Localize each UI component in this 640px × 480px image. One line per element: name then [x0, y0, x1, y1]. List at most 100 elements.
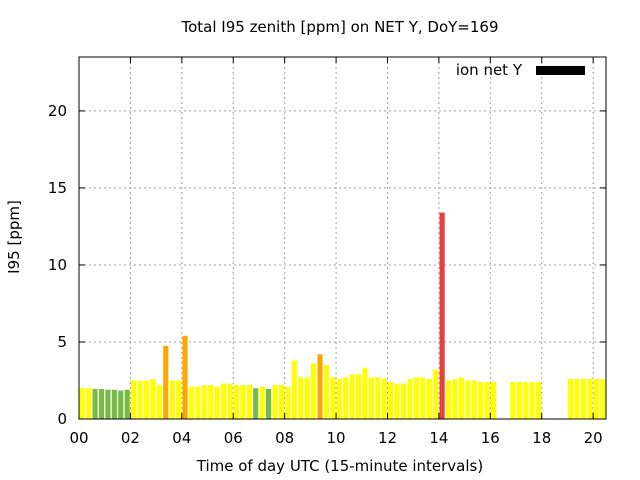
bar — [600, 378, 605, 419]
bar — [394, 383, 400, 419]
x-tick-label: 00 — [69, 429, 88, 447]
bar — [278, 385, 285, 419]
bar — [568, 378, 574, 419]
bar — [105, 389, 111, 419]
bar — [413, 377, 419, 419]
bar — [484, 382, 490, 419]
bar — [445, 380, 452, 419]
bar — [529, 382, 535, 419]
bar — [362, 368, 368, 419]
bar — [143, 380, 150, 419]
x-tick-label: 16 — [481, 429, 500, 447]
y-tick-label: 15 — [48, 179, 67, 197]
bar — [291, 360, 297, 419]
bar — [298, 377, 304, 419]
bar — [111, 389, 117, 419]
x-tick-label: 12 — [378, 429, 397, 447]
bar — [156, 385, 162, 419]
bar — [86, 388, 92, 419]
bar — [336, 378, 342, 419]
bar — [368, 377, 374, 419]
bar — [523, 382, 529, 419]
bar — [124, 389, 130, 419]
bar — [516, 382, 522, 419]
bar — [304, 377, 310, 419]
bar — [163, 345, 169, 419]
bar — [92, 388, 98, 419]
bar — [208, 385, 214, 419]
bar — [355, 374, 362, 419]
bar — [420, 377, 426, 419]
x-tick-label: 10 — [327, 429, 346, 447]
bar — [343, 377, 349, 419]
bar — [98, 388, 105, 419]
x-tick-label: 08 — [275, 429, 294, 447]
bar — [388, 382, 394, 419]
legend: ion net Y — [456, 61, 585, 79]
bar — [150, 378, 156, 419]
bar — [137, 380, 143, 419]
bar — [195, 386, 201, 419]
bar — [458, 377, 464, 419]
bar — [580, 378, 587, 419]
bar — [317, 354, 323, 419]
bar — [426, 378, 432, 419]
bar — [176, 380, 182, 419]
bar — [465, 380, 471, 419]
x-tick-label: 04 — [172, 429, 191, 447]
y-tick-label: 20 — [48, 102, 67, 120]
bar — [169, 380, 175, 419]
grid-lines — [79, 57, 606, 419]
bars — [79, 212, 605, 419]
bar — [381, 378, 387, 419]
legend-swatch — [536, 66, 585, 75]
bar — [349, 374, 355, 419]
bar — [311, 363, 317, 419]
bar — [452, 378, 458, 419]
bar — [285, 386, 291, 419]
x-tick-label: 20 — [584, 429, 603, 447]
chart-title: Total I95 zenith [ppm] on NET Y, DoY=169 — [180, 18, 498, 36]
bar — [535, 382, 542, 419]
x-tick-label: 18 — [532, 429, 551, 447]
y-axis-label: I95 [ppm] — [5, 200, 23, 274]
x-tick-label: 06 — [224, 429, 243, 447]
bar — [272, 385, 278, 419]
bar — [330, 377, 336, 419]
bar — [400, 383, 407, 419]
bar — [478, 382, 484, 419]
bar — [490, 382, 497, 419]
bar — [266, 388, 272, 419]
bar — [433, 369, 439, 419]
x-tick-label: 14 — [429, 429, 448, 447]
bar — [214, 386, 220, 419]
bar — [233, 385, 240, 419]
y-tick-label: 10 — [48, 256, 67, 274]
y-tick-label: 5 — [57, 333, 67, 351]
bar — [253, 388, 259, 419]
bar — [131, 380, 137, 419]
bar — [471, 380, 477, 419]
bar — [407, 378, 413, 419]
y-tick-label: 0 — [57, 410, 67, 428]
bar — [201, 385, 207, 419]
x-tick-label: 02 — [121, 429, 140, 447]
bar — [510, 382, 516, 419]
bar — [246, 385, 252, 419]
bar — [227, 383, 233, 419]
bar — [221, 383, 227, 419]
bar — [182, 335, 188, 419]
bar — [439, 212, 445, 419]
bar — [587, 378, 593, 419]
bar — [593, 378, 599, 419]
plot-frame — [78, 56, 607, 420]
bar — [375, 377, 381, 419]
bar — [79, 388, 85, 419]
bar — [323, 365, 330, 419]
legend-label: ion net Y — [456, 61, 523, 79]
x-axis-label: Time of day UTC (15-minute intervals) — [196, 457, 483, 475]
bar — [259, 386, 265, 419]
bar — [188, 386, 195, 419]
bar — [240, 385, 246, 419]
